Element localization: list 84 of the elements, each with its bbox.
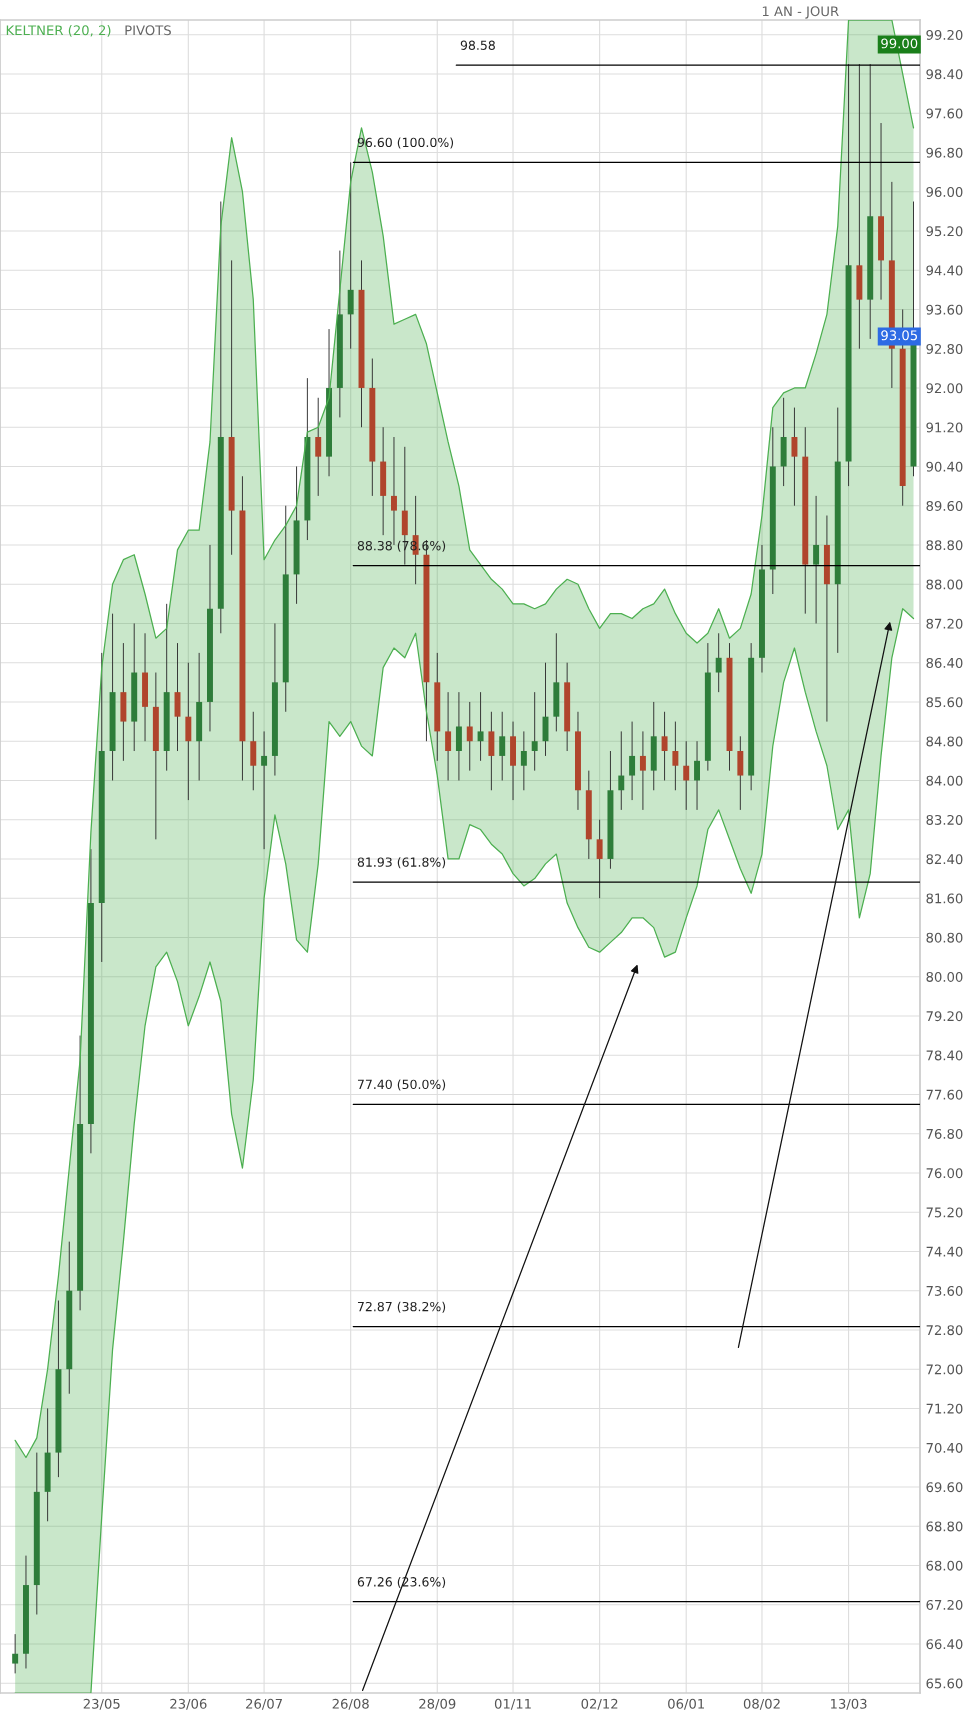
y-tick-label: 76.00 bbox=[926, 1168, 963, 1179]
y-tick-label: 78.40 bbox=[926, 1050, 963, 1061]
x-tick-label: 23/05 bbox=[83, 1698, 120, 1710]
candlestick bbox=[629, 721, 636, 801]
y-tick-label: 68.80 bbox=[926, 1521, 963, 1532]
y-tick-label: 95.20 bbox=[926, 226, 963, 237]
y-tick-label: 86.40 bbox=[926, 657, 963, 668]
x-tick-label: 06/01 bbox=[668, 1698, 705, 1710]
candlestick bbox=[466, 701, 473, 772]
y-tick-label: 93.60 bbox=[926, 304, 963, 315]
candlestick bbox=[520, 730, 527, 791]
y-tick-label: 90.40 bbox=[926, 461, 963, 472]
y-tick-label: 94.40 bbox=[926, 265, 963, 276]
x-tick-label: 08/02 bbox=[743, 1698, 780, 1710]
candlestick bbox=[813, 495, 820, 624]
y-tick-label: 87.20 bbox=[926, 618, 963, 629]
candlestick bbox=[596, 819, 603, 899]
x-tick-label: 23/06 bbox=[170, 1698, 207, 1710]
candlestick bbox=[12, 1633, 19, 1674]
y-tick-label: 72.00 bbox=[926, 1364, 963, 1375]
y-tick-label: 82.40 bbox=[926, 854, 963, 865]
y-tick-label: 85.60 bbox=[926, 697, 963, 708]
y-tick-label: 71.20 bbox=[926, 1403, 963, 1414]
y-tick-label: 84.80 bbox=[926, 736, 963, 747]
y-tick-label: 83.20 bbox=[926, 814, 963, 825]
y-tick-label: 89.60 bbox=[926, 500, 963, 511]
y-tick-label: 91.20 bbox=[926, 422, 963, 433]
line-series bbox=[14, 608, 915, 1693]
y-tick-label: 96.80 bbox=[926, 147, 963, 158]
y-tick-label: 99.20 bbox=[926, 29, 963, 40]
y-tick-label: 97.60 bbox=[926, 108, 963, 119]
y-tick-label: 92.80 bbox=[926, 343, 963, 354]
x-tick-label: 26/08 bbox=[332, 1698, 369, 1710]
y-tick-label: 72.80 bbox=[926, 1325, 963, 1336]
y-tick-label: 79.20 bbox=[926, 1011, 963, 1022]
candlestick bbox=[715, 632, 722, 693]
y-tick-label: 68.00 bbox=[926, 1560, 963, 1571]
y-tick-label: 98.40 bbox=[926, 69, 963, 80]
annotation: 93.05 bbox=[881, 330, 918, 341]
x-tick-label: 13/03 bbox=[831, 1698, 867, 1710]
y-tick-label: 69.60 bbox=[926, 1482, 963, 1493]
candlestick bbox=[499, 711, 506, 781]
annotation: PIVOTS bbox=[125, 25, 171, 36]
candlestick bbox=[618, 730, 625, 811]
y-tick-label: 66.40 bbox=[926, 1639, 963, 1650]
x-tick-label: 28/09 bbox=[419, 1698, 456, 1710]
y-tick-label: 77.60 bbox=[926, 1089, 963, 1100]
x-tick-label: 02/12 bbox=[581, 1698, 618, 1710]
candlestick bbox=[315, 397, 322, 497]
candlestick bbox=[791, 407, 798, 507]
y-tick-label: 88.00 bbox=[926, 579, 963, 590]
y-tick-label: 70.40 bbox=[926, 1442, 963, 1453]
annotation: 99.00 bbox=[881, 38, 918, 49]
candlestick bbox=[531, 691, 538, 772]
y-tick-label: 73.60 bbox=[926, 1285, 963, 1296]
y-tick-label: 80.80 bbox=[926, 932, 963, 943]
candlestick bbox=[694, 740, 701, 811]
x-tick-label: 01/11 bbox=[494, 1698, 531, 1710]
ref-line-label: 98.58 bbox=[460, 40, 495, 50]
y-tick-label: 81.60 bbox=[926, 893, 963, 904]
candlestick bbox=[672, 721, 679, 791]
y-tick-label: 96.00 bbox=[926, 186, 963, 197]
y-tick-label: 76.80 bbox=[926, 1128, 963, 1139]
candlestick bbox=[391, 436, 397, 546]
candlestick bbox=[477, 691, 484, 762]
ref-line-label: 81.93 (61.8%) bbox=[357, 857, 446, 869]
y-tick-label: 92.00 bbox=[926, 383, 963, 394]
y-tick-label: 74.40 bbox=[926, 1246, 963, 1257]
text: 1 AN - JOUR bbox=[762, 6, 839, 19]
text: KELTNER (20, 2) bbox=[6, 25, 111, 37]
y-tick-label: 67.20 bbox=[926, 1599, 963, 1610]
candlestick bbox=[683, 740, 690, 811]
y-tick-label: 88.80 bbox=[926, 540, 963, 551]
ref-line-label: 72.87 (38.2%) bbox=[357, 1301, 446, 1313]
ref-line-label: 77.40 (50.0%) bbox=[357, 1079, 446, 1091]
y-tick-label: 75.20 bbox=[926, 1207, 963, 1218]
x-tick-label: 26/07 bbox=[246, 1698, 282, 1710]
candlestick bbox=[445, 691, 452, 781]
candlestick bbox=[639, 730, 646, 811]
y-tick-label: 80.00 bbox=[926, 971, 963, 982]
candlestick bbox=[261, 730, 268, 850]
y-tick-label: 65.60 bbox=[926, 1678, 963, 1689]
candlestick bbox=[661, 711, 668, 781]
y-tick-label: 84.00 bbox=[926, 775, 963, 786]
